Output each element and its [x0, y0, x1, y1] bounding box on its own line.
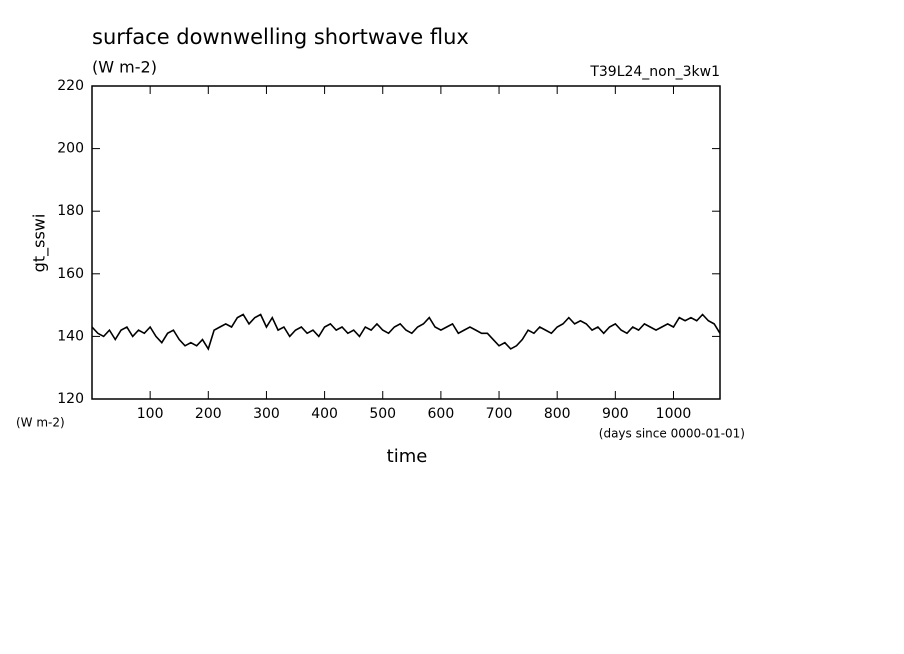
x-tick-label: 800: [544, 406, 571, 422]
x-tick-label: 900: [602, 406, 629, 422]
chart-subtitle: (W m-2): [92, 58, 157, 77]
x-tick-label: 300: [253, 406, 280, 422]
y-axis-label: gt_sswi: [30, 214, 50, 273]
x-tick-label: 600: [428, 406, 455, 422]
y-tick-label: 160: [57, 266, 84, 282]
x-tick-label: 500: [369, 406, 396, 422]
plot-frame: [91, 85, 721, 400]
x-tick-label: 200: [195, 406, 222, 422]
x-tick-label: 700: [486, 406, 513, 422]
x-tick-label: 100: [137, 406, 164, 422]
data-line: [91, 313, 721, 351]
y-tick-label: 140: [57, 328, 84, 344]
run-label: T39L24_non_3kw1: [589, 64, 720, 80]
y-units: (W m-2): [16, 416, 65, 430]
x-tick-label: 400: [311, 406, 338, 422]
x-axis-label: time: [387, 446, 428, 467]
y-tick-label: 200: [57, 141, 84, 157]
y-tick-label: 180: [57, 203, 84, 219]
x-units: (days since 0000-01-01): [599, 427, 745, 441]
y-tick-label: 120: [57, 391, 84, 407]
chart-title: surface downwelling shortwave flux: [92, 25, 469, 49]
y-tick-label: 220: [57, 78, 84, 94]
x-tick-label: 1000: [656, 406, 692, 422]
